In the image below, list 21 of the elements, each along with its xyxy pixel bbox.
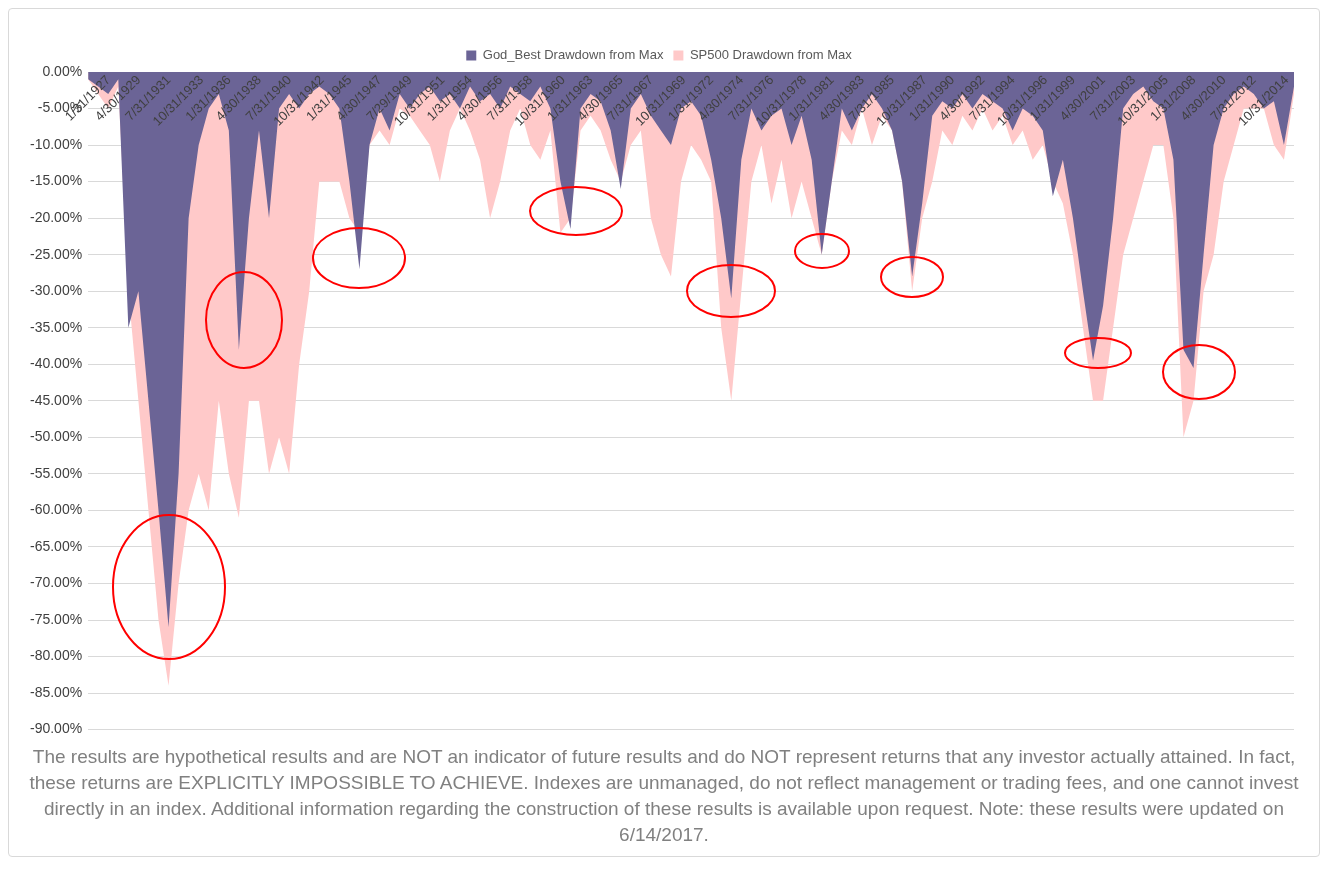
y-tick-label: -10.00%	[29, 135, 83, 152]
legend-label: SP500 Drawdown from Max	[689, 47, 853, 63]
legend-label: God_Best Drawdown from Max	[482, 47, 664, 63]
y-tick-label: -80.00%	[29, 647, 83, 664]
y-tick-label: -40.00%	[29, 355, 83, 372]
y-tick-label: -60.00%	[29, 501, 83, 518]
y-tick-label: -45.00%	[29, 391, 83, 408]
y-tick-label: -50.00%	[29, 428, 83, 445]
y-tick-label: -85.00%	[29, 683, 83, 700]
y-tick-label: -25.00%	[29, 245, 83, 262]
y-tick-label: -70.00%	[29, 574, 83, 591]
y-tick-label: -15.00%	[29, 172, 83, 189]
y-tick-label: -75.00%	[29, 610, 83, 627]
y-tick-label: -65.00%	[29, 537, 83, 554]
text: The results are hypothetical results and are NOT an indicator of future results and do NOT represent returns that any investor actually attained. In fact, these returns are EXPLICITLY IMPOSSIBLE TO ACHIEVE. Indexes are unmanaged, do not reflect management or trading fees, and one cannot invest directly in an index. Additional information regarding the construction of these results is available upon request. Note: these results were updated on 6/14/2017.	[28, 745, 1300, 847]
y-tick-label: -90.00%	[29, 720, 83, 737]
y-tick-label: -30.00%	[29, 282, 83, 299]
y-tick-label: -35.00%	[29, 318, 83, 335]
y-tick-label: -55.00%	[29, 464, 83, 481]
y-tick-label: 0.00%	[42, 62, 83, 79]
y-tick-label: -20.00%	[29, 208, 83, 225]
